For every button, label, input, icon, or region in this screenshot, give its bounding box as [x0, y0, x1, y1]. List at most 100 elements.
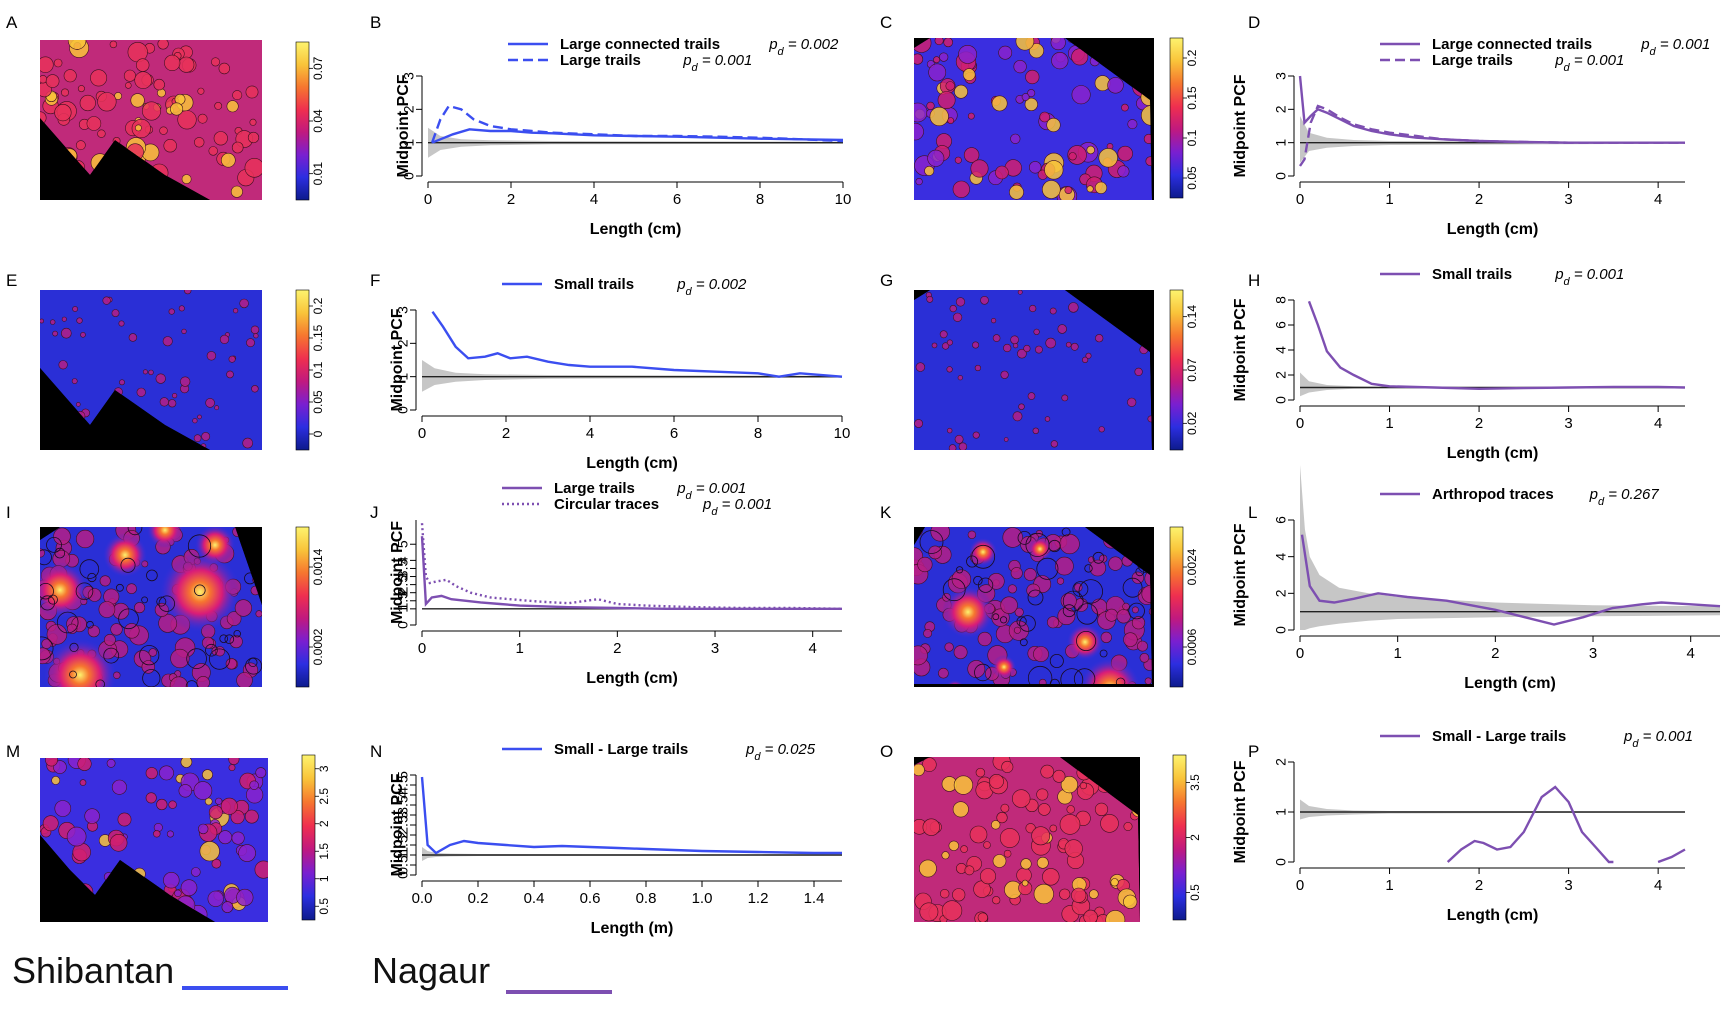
y-axis-label: Midpoint PCF [1232, 74, 1249, 177]
y-tick-label: 4 [395, 556, 411, 564]
point-marker [952, 180, 970, 198]
point-marker [148, 648, 158, 657]
point-marker [1098, 148, 1118, 168]
point-marker [136, 387, 146, 397]
x-tick-label: 0.6 [580, 890, 601, 907]
point-marker [945, 81, 955, 91]
point-marker [1003, 849, 1012, 858]
legend-label: Small trails [554, 276, 634, 293]
point-marker [927, 149, 945, 167]
y-tick-label: 0.5 [395, 855, 411, 875]
colorbar-tick-label: 2 [1188, 834, 1202, 841]
point-marker [967, 112, 975, 120]
panel-letter-G: G [880, 271, 893, 290]
trace-outline [103, 647, 120, 664]
point-marker [948, 840, 959, 851]
panel-letter-E: E [6, 271, 17, 290]
point-marker [1011, 789, 1031, 808]
x-tick-label: 3 [711, 640, 719, 657]
point-marker [77, 85, 85, 93]
trace-outline [1135, 567, 1145, 577]
point-marker [86, 116, 102, 131]
trace-outline [974, 663, 992, 682]
point-marker [61, 316, 67, 322]
colorbar-tick-label: 0.1 [311, 361, 325, 378]
point-marker [229, 635, 243, 649]
point-marker [1029, 43, 1045, 59]
point-marker [90, 69, 108, 87]
point-marker [238, 844, 256, 862]
trace-outline [127, 527, 143, 536]
point-marker [230, 810, 245, 825]
colorbar-tick-label: 3.5 [1188, 774, 1202, 791]
point-marker [939, 52, 949, 62]
panel-letter-A: A [6, 13, 18, 32]
point-marker [236, 672, 253, 687]
point-marker [157, 40, 169, 50]
point-marker [208, 805, 223, 820]
trace-outline [1019, 615, 1036, 632]
point-marker [104, 634, 116, 646]
x-tick-label: 2 [1475, 191, 1483, 208]
point-marker [254, 860, 268, 879]
heatmap-panel-O: 0.5 2 3.5 [914, 754, 1202, 922]
null-envelope [422, 360, 842, 392]
point-marker [1066, 805, 1075, 814]
y-tick-label: 4 [1273, 346, 1289, 354]
point-marker [166, 830, 174, 838]
point-marker [1017, 348, 1027, 359]
colorbar-tick-label: 2 [317, 820, 331, 827]
trace-outline [992, 613, 1000, 621]
point-marker [204, 797, 213, 806]
point-marker [1046, 117, 1061, 133]
point-marker [1018, 403, 1025, 410]
p-value-label: pd = 0.001 [1554, 266, 1624, 288]
point-marker [1010, 335, 1019, 345]
point-marker [1023, 568, 1037, 581]
point-marker [219, 334, 230, 345]
heatmap-panel-M: 0.5 1 1.5 2 2.5 3 [40, 754, 331, 922]
point-marker [1051, 51, 1069, 70]
point-marker [1013, 59, 1027, 74]
point-marker [109, 833, 128, 852]
trace-outline [1115, 677, 1126, 684]
colorbar-tick-label: 0.07 [1185, 358, 1199, 382]
y-axis-label: Midpoint PCF [395, 74, 412, 177]
point-marker [53, 527, 71, 545]
point-marker [102, 296, 111, 305]
point-marker [202, 636, 215, 649]
point-marker [1056, 577, 1065, 585]
line-chart-N: 0.0 0.2 0.4 0.6 0.8 1.0 1.2 1.4 00.511.522.533.5… [389, 741, 842, 937]
point-marker [1012, 411, 1023, 422]
point-marker [231, 831, 245, 845]
point-marker [125, 82, 132, 89]
colorbar [1169, 289, 1184, 451]
x-axis-label: Length (m) [591, 920, 674, 937]
point-marker [1089, 889, 1099, 900]
point-marker [242, 437, 253, 449]
point-marker [953, 775, 974, 795]
point-marker [215, 797, 223, 805]
x-tick-label: 0 [1296, 877, 1304, 894]
point-marker [174, 889, 182, 897]
hotspot [103, 533, 147, 577]
point-marker [954, 84, 968, 99]
point-marker [197, 414, 202, 420]
point-marker [1144, 677, 1152, 684]
x-tick-label: 8 [754, 425, 762, 442]
point-marker [111, 779, 127, 795]
panel-letter-N: N [370, 742, 382, 761]
point-marker [45, 758, 58, 767]
point-marker [145, 792, 157, 804]
point-marker [97, 92, 117, 112]
point-marker [1000, 803, 1010, 813]
point-marker [53, 58, 63, 68]
y-tick-label: 0 [401, 172, 417, 180]
point-marker [205, 398, 215, 408]
point-marker [915, 178, 923, 186]
point-marker [1068, 302, 1079, 313]
point-marker [1070, 342, 1079, 351]
point-marker [1052, 769, 1066, 783]
colorbar [295, 41, 310, 201]
